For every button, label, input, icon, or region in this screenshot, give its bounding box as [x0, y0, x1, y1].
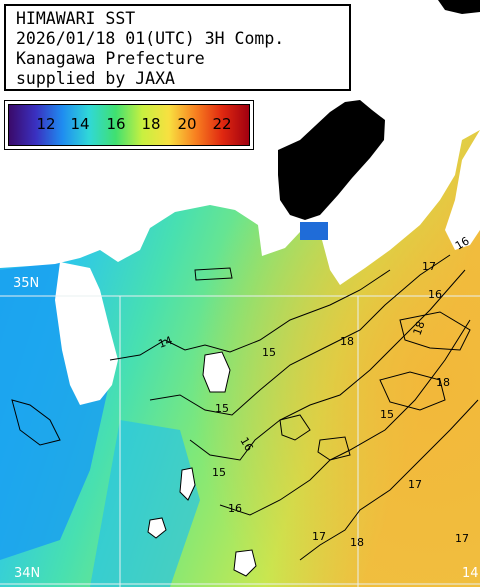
- data-source: supplied by JAXA: [16, 69, 175, 88]
- island-toshima: [179, 467, 196, 501]
- contour-label: 16: [228, 502, 242, 515]
- legend-tick: 16: [106, 115, 126, 133]
- contour-label: 17: [312, 530, 326, 543]
- contour-label: 18: [436, 376, 450, 389]
- contour-label: 18: [350, 536, 364, 549]
- contour-label: 14: [157, 334, 175, 351]
- isotherm-15: [149, 254, 451, 416]
- contour-label: 18: [411, 319, 428, 337]
- product-title: HIMAWARI SST: [16, 9, 136, 28]
- izu-peninsula-land: [55, 262, 118, 405]
- contour-label: 17: [422, 260, 436, 273]
- isotherm-small-loop-2: [317, 436, 351, 461]
- legend-tick: 18: [141, 115, 161, 133]
- contour-label: 18: [340, 335, 354, 348]
- latitude-label-34n: 34N: [14, 566, 41, 581]
- island-niijima: [147, 517, 167, 539]
- legend-tick: 20: [177, 115, 197, 133]
- observation-time: 2026/01/18 01(UTC) 3H Comp.: [16, 29, 285, 48]
- island-oshima: [202, 351, 231, 393]
- cloud-mask: [278, 100, 385, 220]
- legend-tick: 22: [212, 115, 232, 133]
- bay-water-patch: [300, 222, 328, 240]
- cloud-mask-north: [438, 0, 480, 14]
- contour-label: 16: [453, 234, 472, 252]
- isotherm-warm-loop: [379, 371, 446, 411]
- isotherm-small-loop: [279, 414, 311, 441]
- isotherm-bay-loop: [194, 267, 233, 281]
- isotherm-14: [109, 269, 391, 361]
- isotherm-18: [299, 399, 479, 561]
- contour-label: 16: [237, 435, 255, 454]
- color-legend: 12 14 16 18 20 22: [4, 100, 254, 150]
- contour-label: 16: [428, 288, 442, 301]
- isotherm-16: [189, 269, 466, 461]
- longitude-label: 14: [462, 566, 479, 581]
- legend-tick: 14: [70, 115, 90, 133]
- contour-label: 15: [215, 402, 229, 415]
- isotherm-contours: [11, 254, 479, 561]
- contour-label: 15: [262, 346, 276, 359]
- latitude-label-35n: 35N: [13, 276, 40, 291]
- title-panel: HIMAWARI SST 2026/01/18 01(UTC) 3H Comp.…: [4, 4, 351, 91]
- cool-water-area: [90, 420, 200, 587]
- contour-label: 15: [212, 466, 226, 479]
- legend-tick: 12: [36, 115, 56, 133]
- isotherm-cold-loop: [11, 399, 61, 446]
- contour-labels: 14 15 15 15 15 16 16 16 16 17 17 17 17 1…: [157, 234, 472, 549]
- isotherm-17: [219, 319, 471, 516]
- contour-label: 15: [380, 408, 394, 421]
- boso-peninsula-land: [445, 130, 480, 250]
- contour-label: 17: [455, 532, 469, 545]
- contour-label: 17: [408, 478, 422, 491]
- legend-color-bar: [8, 104, 250, 146]
- isotherm-warm-loop-2: [399, 311, 471, 351]
- region-name: Kanagawa Prefecture: [16, 49, 205, 68]
- island-kozushima: [233, 549, 257, 577]
- legend-tick-labels: 12 14 16 18 20 22: [8, 104, 250, 146]
